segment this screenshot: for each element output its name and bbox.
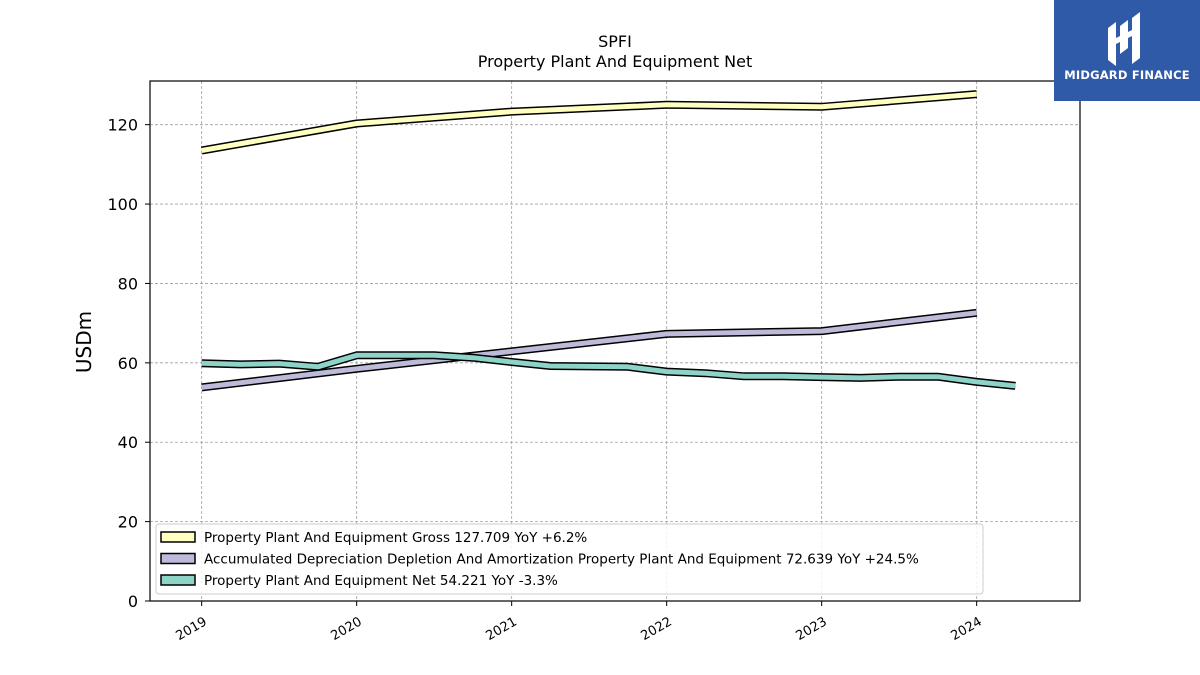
legend: Property Plant And Equipment Gross 127.7… [155,523,984,595]
x-tick-label: 2023 [794,614,830,644]
x-tick-label: 2019 [174,614,210,644]
brand-logo: MIDGARD FINANCE [1054,0,1200,101]
series-2 [201,308,978,392]
x-tick-label: 2020 [329,614,365,644]
plot-series [201,90,1016,392]
legend-swatch [160,574,196,586]
x-tick-label: 2022 [639,614,675,644]
y-tick-label: 20 [118,513,138,532]
series-3 [201,351,1016,390]
x-tick-label: 2021 [484,614,520,644]
legend-swatch [160,531,196,543]
y-tick-label: 60 [118,354,138,373]
legend-label: Property Plant And Equipment Net 54.221 … [204,573,558,589]
series-1 [201,90,978,155]
y-tick-label: 0 [128,592,138,611]
y-axis: 0 20 40 60 80 100 120 [107,116,150,611]
grid [150,81,1080,602]
series-line [201,310,977,390]
legend-swatch [160,552,196,565]
x-tick-label: 2024 [949,614,985,644]
logo-text: MIDGARD FINANCE [1064,68,1190,82]
y-tick-label: 120 [107,116,138,135]
series-line [201,91,977,153]
plot-frame [149,80,1081,602]
y-axis-label: USDm [72,311,96,373]
legend-label: Accumulated Depreciation Depletion And A… [204,552,919,568]
chart-title: SPFI [598,32,632,51]
y-tick-label: 80 [118,274,138,293]
y-tick-label: 100 [107,195,138,214]
legend-label: Property Plant And Equipment Gross 127.7… [204,530,587,546]
logo-mark-icon [1108,12,1140,66]
series-line [201,352,1016,389]
legend-box [155,523,984,595]
chart-subtitle: Property Plant And Equipment Net [478,52,753,71]
x-axis: 2019 2020 2021 2022 2023 2024 [174,601,985,644]
y-tick-label: 40 [118,433,138,452]
